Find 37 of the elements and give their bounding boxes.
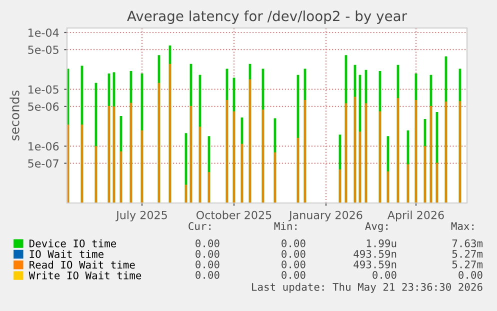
text: 493.59n <box>354 260 396 268</box>
text: Cur: <box>188 222 210 230</box>
y-tick-label: 5e-06 <box>28 102 59 111</box>
text: 0.00 <box>282 260 306 268</box>
x-tick-label: October 2025 <box>196 210 272 220</box>
legend-label: Write IO Wait time <box>28 271 142 280</box>
text: 1.99u <box>366 239 396 248</box>
y-axis-title: seconds <box>10 90 20 140</box>
text: Max: <box>451 222 474 230</box>
text: 0.00 <box>196 250 220 258</box>
text: Avg: <box>365 222 388 232</box>
text: 0.00 <box>282 239 306 248</box>
text: 0.00 <box>282 250 306 258</box>
text: 5.27m <box>452 260 483 268</box>
legend-label: Device IO time <box>30 239 116 248</box>
y-tick-label: 5e-07 <box>28 159 58 168</box>
text: 5.27m <box>452 250 483 258</box>
text: Last update: Thu May 21 23:36:30 2026 <box>252 282 482 293</box>
legend-label: Read IO Wait time <box>30 260 135 269</box>
text: 0.00 <box>196 260 220 268</box>
y-tick-label: 5e-05 <box>28 46 58 54</box>
x-tick-label: April 2026 <box>387 210 444 222</box>
text: 0.00 <box>196 270 220 279</box>
text: 493.59n <box>354 250 396 258</box>
y-tick-label: 1e-06 <box>28 142 59 151</box>
y-tick-label: 1e-05 <box>28 85 58 94</box>
chart-title: Average latency for /dev/loop2 - by year <box>127 10 408 24</box>
text: Min: <box>274 222 296 230</box>
text: 0.00 <box>372 270 396 279</box>
x-tick-label: July 2025 <box>116 210 167 222</box>
text: 0.00 <box>458 270 482 279</box>
text: 0.00 <box>282 270 306 279</box>
y-tick-label: 1e-04 <box>28 28 59 37</box>
legend-label: IO Wait time <box>30 250 104 258</box>
x-tick-label: January 2026 <box>288 210 362 222</box>
text: 7.63m <box>452 239 483 248</box>
text: 0.00 <box>196 239 220 248</box>
